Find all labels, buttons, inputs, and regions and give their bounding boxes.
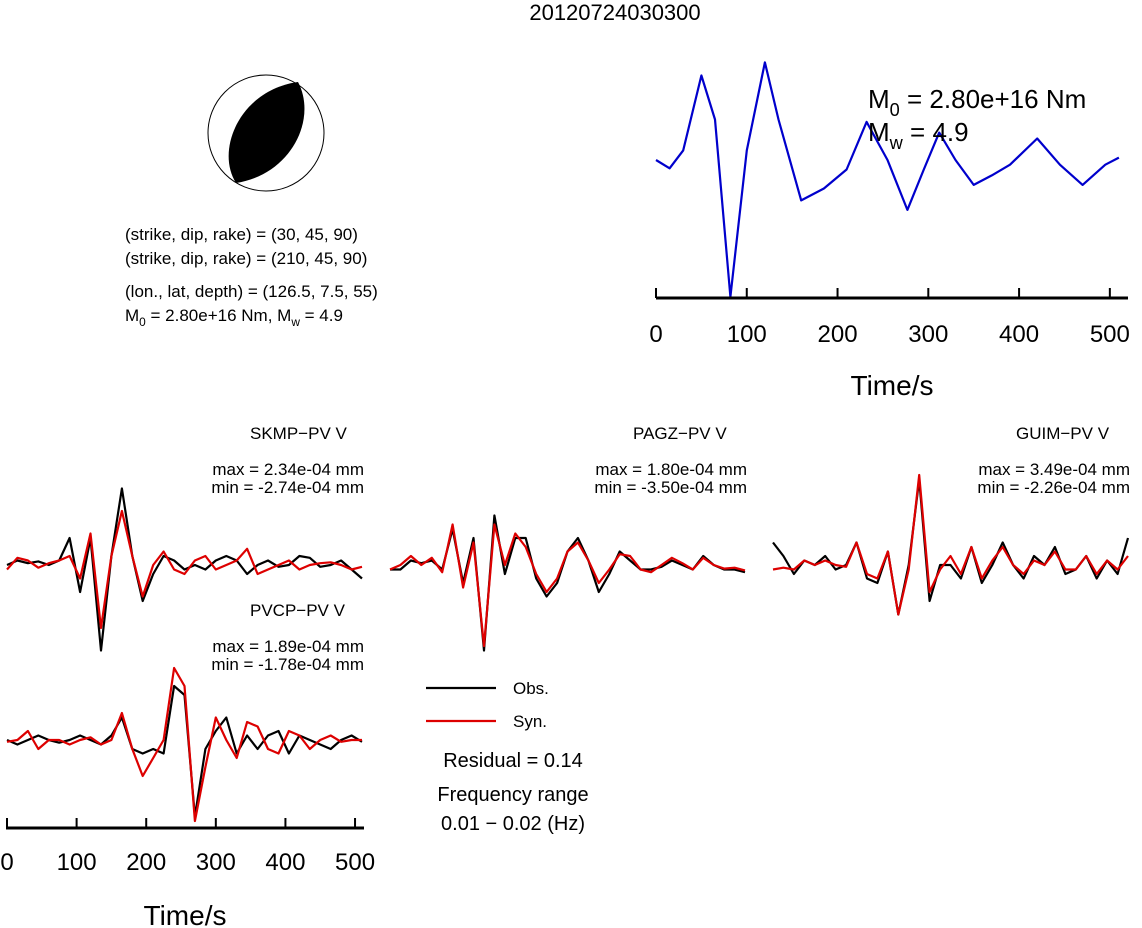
- note: Residual = 0.14: [443, 750, 583, 772]
- moment-line-part: 0: [139, 315, 146, 329]
- series-line: [389, 523, 746, 648]
- x-tick-label: 200: [126, 849, 166, 876]
- x-tick-label: 400: [265, 849, 305, 876]
- beachball: [207, 74, 325, 192]
- series-line: [772, 478, 1130, 616]
- panel-title: GUIM−PV V: [1016, 424, 1110, 443]
- series-line: [6, 487, 363, 652]
- x-tick-label: 500: [1090, 321, 1130, 348]
- moment-line-part: = 2.80e+16 Nm, M: [146, 306, 292, 325]
- x-tick-label: 300: [196, 849, 236, 876]
- series-line: [6, 684, 363, 818]
- moment-line: M0 = 2.80e+16 Nm, Mw = 4.9: [125, 306, 343, 329]
- mechanism-line: (lon., lat, depth) = (126.5, 7.5, 55): [125, 282, 378, 301]
- legend-label: Syn.: [513, 712, 547, 731]
- magnitude-annotation-part: M: [868, 117, 890, 147]
- magnitude-annotation-part: w: [889, 133, 904, 153]
- x-tick-label: 0: [649, 321, 662, 348]
- figure-title: 20120724030300: [529, 0, 700, 25]
- amplitude-annotation: max = 1.80e-04 mm: [595, 460, 747, 479]
- amplitude-annotation: min = -2.74e-04 mm: [211, 478, 364, 497]
- moment-annotation: M0 = 2.80e+16 Nm: [868, 84, 1086, 120]
- x-tick-label: 500: [335, 849, 375, 876]
- series-line: [6, 509, 363, 630]
- series-line: [390, 514, 746, 652]
- amplitude-annotation: max = 1.89e-04 mm: [212, 637, 364, 656]
- series-line: [6, 666, 362, 823]
- amplitude-annotation: max = 3.49e-04 mm: [978, 460, 1130, 479]
- x-tick-label: 300: [908, 321, 948, 348]
- mechanism-line: (strike, dip, rake) = (30, 45, 90): [125, 225, 358, 244]
- amplitude-annotation: min = -3.50e-04 mm: [594, 478, 747, 497]
- moment-line-part: M: [125, 306, 139, 325]
- moment-line-part: = 4.9: [300, 306, 343, 325]
- magnitude-annotation: Mw = 4.9: [868, 117, 969, 153]
- moment-annotation-part: 0: [890, 100, 900, 120]
- x-tick-label: 100: [57, 849, 97, 876]
- x-tick-label: 400: [999, 321, 1039, 348]
- legend-label: Obs.: [513, 679, 549, 698]
- amplitude-annotation: max = 2.34e-04 mm: [212, 460, 364, 479]
- x-tick-label: 0: [0, 849, 13, 876]
- note: Frequency range: [437, 784, 588, 806]
- panel-title: SKMP−PV V: [250, 424, 348, 443]
- moment-annotation-part: = 2.80e+16 Nm: [900, 84, 1086, 114]
- mechanism-line: (strike, dip, rake) = (210, 45, 90): [125, 249, 367, 268]
- magnitude-annotation-part: = 4.9: [903, 117, 969, 147]
- x-axis-label: Time/s: [851, 370, 934, 401]
- series-line: [655, 61, 1120, 298]
- moment-line-part: w: [290, 315, 300, 329]
- panel-title: PAGZ−PV V: [633, 424, 727, 443]
- x-axis-label: Time/s: [144, 900, 227, 928]
- moment-annotation-part: M: [868, 84, 890, 114]
- x-tick-label: 200: [818, 321, 858, 348]
- amplitude-annotation: min = -2.26e-04 mm: [977, 478, 1130, 497]
- note: 0.01 − 0.02 (Hz): [441, 813, 585, 835]
- x-tick-label: 100: [727, 321, 767, 348]
- amplitude-annotation: min = -1.78e-04 mm: [211, 655, 364, 674]
- panel-title: PVCP−PV V: [250, 601, 346, 620]
- series-line: [772, 473, 1129, 616]
